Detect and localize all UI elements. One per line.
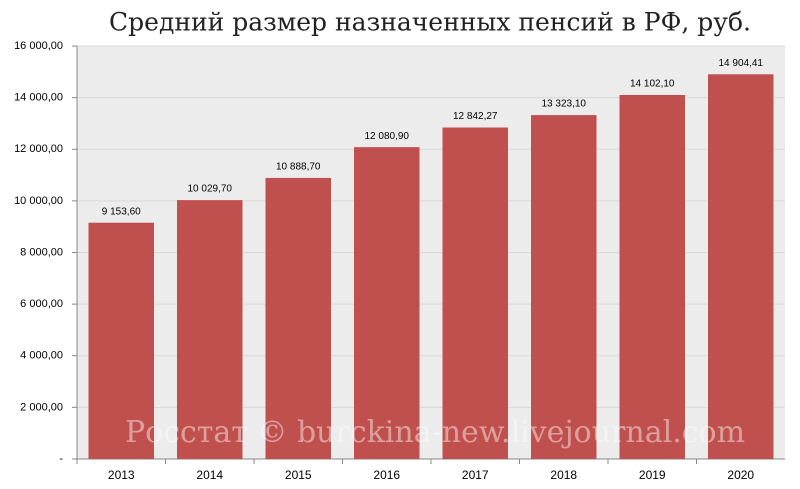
y-tick-label: 10 000,00 (14, 195, 63, 207)
value-label: 12 842,27 (453, 111, 498, 122)
y-tick-label: 6 000,00 (20, 298, 63, 310)
x-tick-label: 2013 (108, 468, 135, 482)
bar (442, 127, 508, 459)
value-label: 12 080,90 (365, 131, 410, 142)
y-tick-label: 2 000,00 (20, 401, 63, 413)
x-tick-label: 2017 (462, 468, 489, 482)
x-tick-label: 2015 (285, 468, 312, 482)
x-tick-label: 2018 (550, 468, 577, 482)
bar (177, 200, 243, 459)
bar (354, 147, 420, 459)
y-tick-label: 16 000,00 (14, 40, 63, 52)
value-label: 10 029,70 (188, 184, 233, 195)
y-tick-label: - (59, 453, 63, 465)
y-tick-label: 4 000,00 (20, 350, 63, 362)
value-label: 9 153,60 (102, 206, 141, 217)
bar (708, 74, 774, 460)
y-tick-label: 12 000,00 (14, 143, 63, 155)
y-tick-label: 8 000,00 (20, 246, 63, 258)
value-label: 10 888,70 (276, 162, 321, 173)
watermark: Росстат © burckina-new.livejournal.com (125, 415, 745, 450)
x-tick-label: 2016 (373, 468, 400, 482)
x-tick-label: 2014 (196, 468, 223, 482)
bar (265, 177, 331, 459)
y-tick-label: 14 000,00 (14, 92, 63, 104)
x-tick-label: 2020 (727, 468, 754, 482)
chart-title: Средний размер назначенных пенсий в РФ, … (109, 8, 751, 37)
value-label: 14 904,41 (719, 58, 764, 69)
x-tick-label: 2019 (639, 468, 666, 482)
bar (619, 94, 685, 460)
value-label: 13 323,10 (542, 99, 587, 110)
value-label: 14 102,10 (630, 79, 675, 90)
bar (531, 115, 597, 460)
bar (88, 222, 154, 459)
